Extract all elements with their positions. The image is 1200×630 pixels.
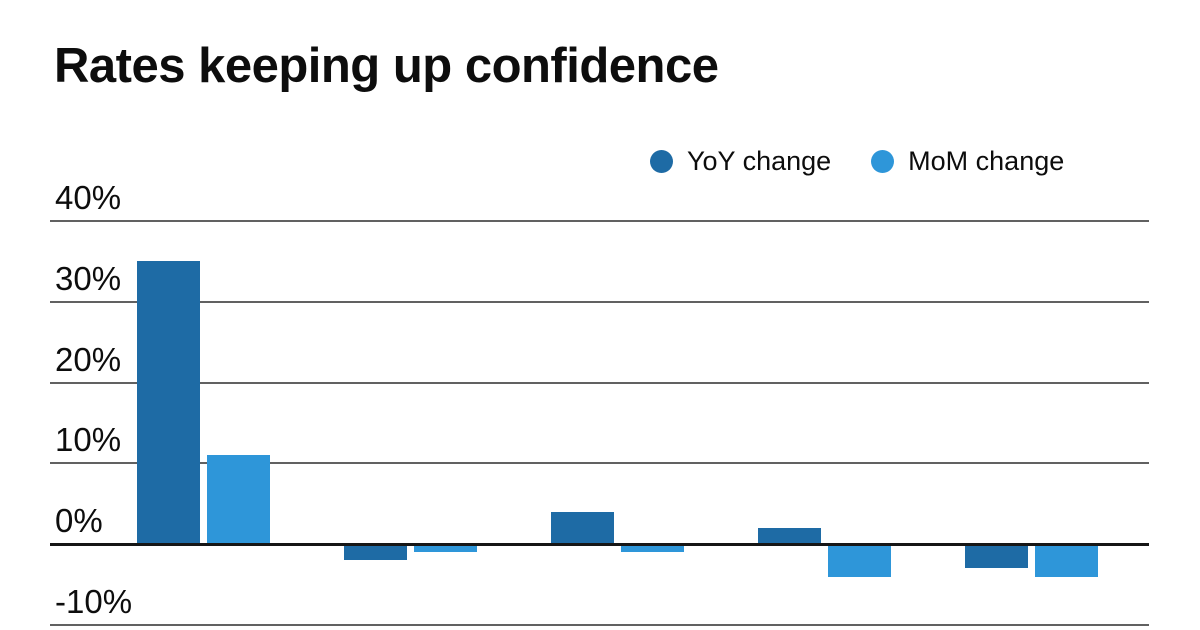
chart-legend: YoY change MoM change [650,148,1064,175]
legend-dot-icon [871,150,895,173]
y-axis-tick-label: -10% [55,583,133,620]
gridline [50,300,1149,303]
legend-item-label: YoY change [687,146,832,176]
yoy-bar-group-5 [964,544,1028,569]
legend-dot-icon [650,150,673,173]
yoy-bar-group-3 [550,511,614,545]
mom-bar-group-3 [620,544,684,553]
gridline [50,462,1149,465]
gridline [50,381,1149,384]
mom-bar-group-5 [1034,544,1098,577]
yoy-bar-group-2 [343,544,407,561]
legend-item-mom: MoM change [871,148,1064,175]
gridline [50,220,1149,222]
yoy-bar-group-4 [757,528,821,545]
y-axis-tick-label: 0% [55,502,103,540]
gridline [50,624,1149,626]
y-axis-tick-label: 30% [55,259,122,297]
y-axis-tick-label: 40% [55,179,122,216]
mom-bar-group-4 [827,544,891,577]
mom-bar-group-2 [413,544,477,553]
legend-item-yoy: YoY change [650,148,831,175]
mom-bar-group-1 [206,455,270,545]
x-axis-zero-line [50,542,1149,546]
y-axis-tick-label: 20% [55,340,122,378]
legend-item-label: MoM change [908,146,1065,176]
chart-title: Rates keeping up confidence [54,39,719,93]
bar-chart-plot: 40% 30% 20% 10% 0% -10% [50,181,1149,626]
yoy-bar-group-1 [136,261,200,545]
y-axis-tick-label: 10% [55,421,122,459]
